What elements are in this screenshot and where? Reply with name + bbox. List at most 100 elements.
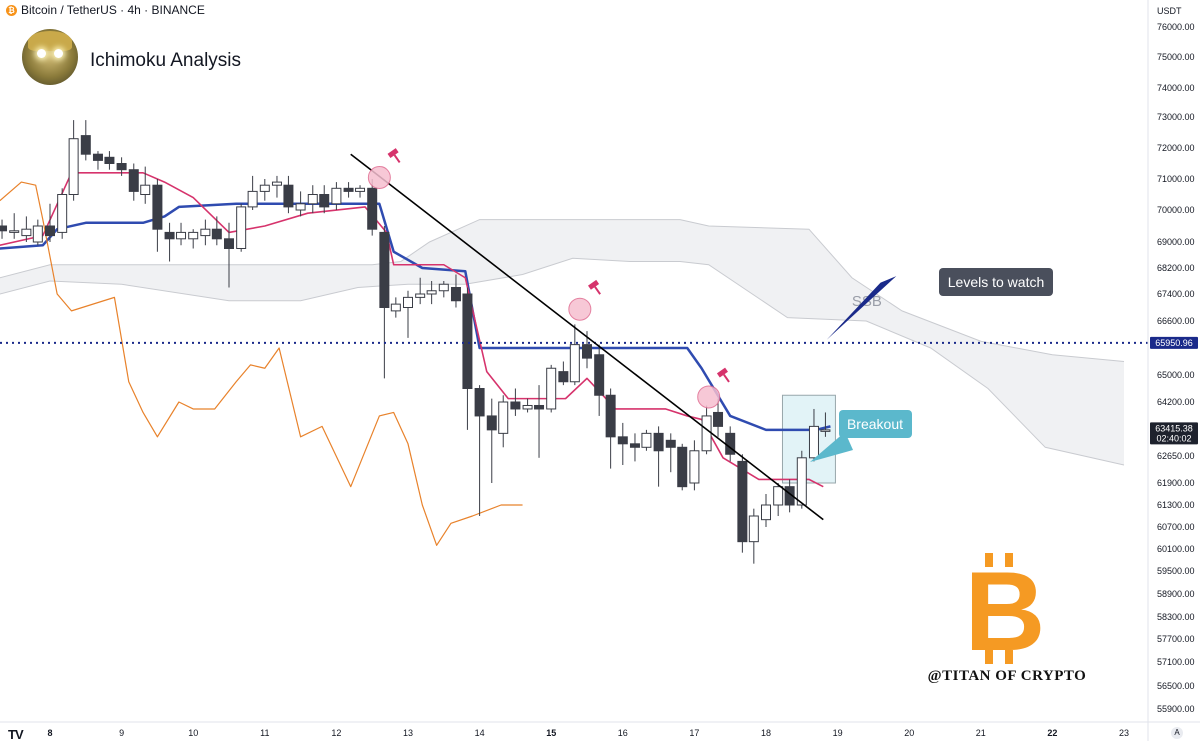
bear-candle — [665, 433, 676, 473]
breakout-pointer — [810, 432, 853, 462]
bull-candle — [641, 429, 652, 451]
watermark-handle: @TITAN OF CRYPTO — [928, 668, 1087, 684]
hammer-icon — [716, 367, 730, 383]
bull-candle — [68, 120, 79, 201]
bull-candle — [438, 281, 449, 298]
candle-body — [629, 443, 640, 448]
bull-candle — [748, 508, 759, 564]
bull-candle — [773, 483, 784, 516]
bear-candle — [617, 422, 628, 465]
candle-body — [343, 187, 354, 192]
callout-pointer — [826, 276, 897, 340]
candle-body — [558, 371, 569, 383]
price-tick-label: 76000.00 — [1157, 22, 1195, 32]
bull-candle — [796, 450, 807, 509]
date-tick-label: 16 — [618, 728, 628, 738]
candle-body — [9, 230, 20, 233]
candle-body — [498, 401, 509, 434]
candle-body — [773, 486, 784, 506]
price-tick-label: 55900.00 — [1157, 704, 1195, 714]
symbol-label: Bitcoin / TetherUS · 4h · BINANCE — [21, 3, 205, 17]
bear-candle — [605, 388, 616, 469]
hammer-handle — [723, 374, 730, 383]
price-tick-label: 65000.00 — [1157, 370, 1195, 380]
candle-body — [224, 238, 234, 250]
candle-body — [784, 486, 795, 506]
ichimoku-cloud — [0, 219, 1124, 465]
bear-candle — [737, 454, 748, 553]
candle-body — [355, 187, 366, 192]
touch-circle — [568, 297, 592, 321]
candle-body — [474, 388, 485, 417]
candle-body — [820, 429, 831, 432]
candle-body — [80, 135, 91, 155]
date-tick-label: 12 — [331, 728, 341, 738]
bull-candle — [569, 324, 580, 386]
countdown-label: 02:40:02 — [1156, 433, 1191, 443]
candle-body — [390, 303, 401, 312]
candle-body — [92, 153, 103, 161]
bear-candle — [558, 361, 569, 386]
candle-body — [582, 344, 592, 359]
candle-body — [367, 187, 378, 230]
bull-candle — [140, 166, 151, 204]
candle-body — [319, 194, 330, 208]
bull-candle — [236, 203, 247, 252]
price-tick-label: 66600.00 — [1157, 316, 1195, 326]
bear-candle — [379, 226, 390, 379]
candle-body — [188, 231, 199, 240]
candle-body — [677, 446, 688, 488]
candle-body — [379, 231, 390, 308]
bear-candle — [319, 185, 330, 214]
bull-candle — [32, 219, 43, 246]
hammer-head — [716, 367, 728, 378]
tradingview-logo-icon[interactable]: TV — [8, 727, 24, 742]
bear-candle — [152, 179, 163, 252]
bull-candle — [188, 229, 199, 249]
date-tick-label: 15 — [546, 728, 556, 738]
auto-scale-button[interactable]: A — [1171, 727, 1183, 739]
candle-body — [450, 287, 461, 302]
price-tick-label: 59500.00 — [1157, 566, 1195, 576]
candle-body — [259, 184, 270, 192]
senkou-span-a-line — [0, 219, 1125, 362]
date-tick-label: 20 — [904, 728, 914, 738]
levels-to-watch-callout: Levels to watch — [826, 268, 1053, 340]
candle-body — [32, 225, 43, 243]
hammer-handle — [393, 154, 401, 164]
candle-body — [569, 344, 580, 383]
btc-tick-top-right — [1005, 553, 1013, 567]
bull-candle — [355, 185, 366, 198]
btc-tick-top-left — [985, 553, 993, 567]
bull-candle — [498, 395, 509, 448]
candle-body — [68, 138, 79, 195]
bull-candle — [176, 222, 187, 246]
date-tick-label: 23 — [1119, 728, 1129, 738]
bull-candle — [403, 290, 413, 338]
bear-candle — [128, 163, 139, 201]
price-tick-label: 57100.00 — [1157, 657, 1195, 667]
bear-candle — [224, 222, 234, 288]
time-axis: 8 9 10 11 12 13 14 15 16 17 18 19 20 21 22 23 — [0, 721, 1200, 738]
hammer-icon — [588, 279, 601, 295]
price-tick-label: 72000.00 — [1157, 143, 1195, 153]
candle-body — [737, 460, 748, 543]
price-tick-label: 57700.00 — [1157, 634, 1195, 644]
bull-candle — [546, 364, 557, 413]
candle-body — [438, 283, 449, 292]
bull-candle — [761, 494, 771, 527]
candle-body — [236, 206, 247, 249]
date-tick-label: 21 — [976, 728, 986, 738]
price-tick-label: 62650.00 — [1157, 451, 1195, 461]
candle-body — [617, 436, 628, 445]
date-tick-label: 18 — [761, 728, 771, 738]
symbol-header[interactable]: ₿ Bitcoin / TetherUS · 4h · BINANCE — [6, 3, 205, 17]
candle-body — [594, 354, 605, 396]
bear-candle — [653, 426, 664, 487]
bull-candle — [9, 213, 20, 239]
bitcoin-icon: ₿ — [6, 4, 17, 16]
tenkan-line — [0, 172, 824, 488]
candle-body — [271, 181, 282, 186]
candle-body — [522, 404, 533, 410]
